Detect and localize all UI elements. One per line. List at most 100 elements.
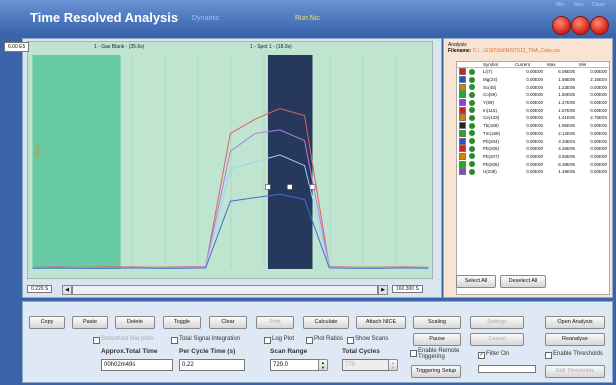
smooth-label: Smoothed line plots — [101, 336, 154, 342]
cell-min: 0.00E00 — [590, 130, 607, 136]
visible-toggle-icon[interactable] — [469, 107, 475, 114]
y-max-label: 6.00 E5 — [4, 42, 30, 52]
visible-toggle-icon[interactable] — [469, 114, 475, 121]
visible-toggle-icon[interactable] — [469, 84, 475, 91]
select-all-button[interactable]: Select All — [456, 275, 496, 288]
copy-button[interactable]: Copy — [29, 316, 65, 329]
cell-max: 1.41E06 — [558, 115, 575, 121]
table-row[interactable]: In(115) 0.00E00 1.67E06 0.00E00 — [457, 106, 609, 114]
triggering-setup-button[interactable]: Triggering Setup — [411, 365, 461, 378]
table-row[interactable]: Pb(204) 0.00E00 3.33E04 0.00E00 — [457, 137, 609, 145]
cell-symbol: Sc(45) — [483, 84, 497, 90]
segment-label-spot: 1 - Spot 1 - (18.0s) — [250, 44, 292, 50]
filter-slider[interactable] — [478, 365, 536, 373]
cell-min: 0.00E00 — [590, 161, 607, 167]
log-plot-label: Log Plot — [272, 336, 295, 342]
row-color-swatch — [459, 114, 466, 122]
visible-toggle-icon[interactable] — [469, 153, 475, 160]
approx-total-time-label: Approx.Total Time — [101, 348, 158, 355]
calculate-button[interactable]: Calculate — [303, 316, 349, 329]
cell-current: 0.00E00 — [526, 107, 544, 113]
table-row[interactable]: Mg(24) 0.00E00 1.59E06 2.16E04 — [457, 76, 609, 84]
visible-toggle-icon[interactable] — [469, 161, 475, 168]
table-row[interactable]: U(238) 0.00E00 1.49E06 0.00E00 — [457, 168, 609, 176]
edit-thresholds-button[interactable]: Edit Thresholds — [545, 365, 605, 378]
open-analysis-button[interactable]: Open Analysis — [545, 316, 605, 329]
cell-max: 3.50E05 — [558, 153, 575, 159]
visible-toggle-icon[interactable] — [469, 68, 475, 75]
enable-remote-checkbox[interactable] — [410, 350, 417, 357]
table-row[interactable]: Pb(206) 0.00E00 4.26E05 0.00E00 — [457, 145, 609, 153]
plot-ratios-checkbox[interactable] — [306, 337, 313, 344]
cell-current: 0.00E00 — [526, 115, 544, 121]
table-row[interactable]: Co(59) 0.00E00 1.60E06 0.00E00 — [457, 91, 609, 99]
col-max: Max — [545, 62, 577, 68]
minimize-button[interactable] — [552, 16, 571, 35]
pause-button[interactable]: Pause — [413, 333, 461, 346]
scroll-left-button[interactable]: ◀ — [62, 285, 72, 295]
table-row[interactable]: Tm(169) 0.00E00 2.12E06 0.00E00 — [457, 129, 609, 138]
visible-toggle-icon[interactable] — [469, 130, 475, 137]
cancel-button[interactable]: Cancel — [470, 333, 524, 346]
log-plot-checkbox[interactable] — [264, 337, 271, 344]
scaling-button[interactable]: Scaling — [413, 316, 461, 329]
reanalyse-button[interactable]: Reanalyse — [545, 333, 605, 346]
plot-ratios-label: Plot Ratios — [314, 336, 344, 342]
title-bar: Time Resolved Analysis Dynamic Run No: M… — [0, 0, 616, 35]
filter-on-checkbox[interactable]: ✓ — [478, 352, 485, 359]
cell-symbol: Mg(24) — [483, 77, 498, 83]
cell-current: 0.00E00 — [526, 100, 544, 106]
enable-thresholds-checkbox[interactable] — [545, 352, 552, 359]
table-row[interactable]: Tb(159) 0.00E00 1.96E06 0.00E00 — [457, 122, 609, 130]
visible-toggle-icon[interactable] — [469, 145, 475, 152]
show-scans-checkbox[interactable] — [347, 337, 354, 344]
paste-button[interactable]: Paste — [72, 316, 108, 329]
per-cycle-time-field[interactable]: 0.22 — [179, 359, 245, 371]
maximize-button[interactable] — [571, 16, 590, 35]
cell-current: 0.00E00 — [526, 92, 544, 98]
filename-label: Filename: — [448, 48, 472, 54]
visible-toggle-icon[interactable] — [469, 99, 475, 106]
table-row[interactable]: Ce(133) 0.00E00 1.41E06 2.76E03 — [457, 114, 609, 122]
visible-toggle-icon[interactable] — [469, 91, 475, 98]
visible-toggle-icon[interactable] — [469, 138, 475, 145]
table-row[interactable]: Pb(207) 0.00E00 3.50E05 0.00E00 — [457, 152, 609, 161]
cell-min: 0.00E00 — [590, 153, 607, 159]
cell-current: 0.00E00 — [526, 69, 544, 75]
table-row[interactable]: Sc(45) 0.00E00 1.23E06 0.00E00 — [457, 83, 609, 91]
visible-toggle-icon[interactable] — [469, 168, 475, 175]
table-row[interactable]: Y(89) 0.00E00 1.47E06 0.00E00 — [457, 99, 609, 107]
smooth-checkbox[interactable] — [93, 337, 100, 344]
run-number-label: Run No: — [295, 15, 321, 22]
total-cycles-stepper[interactable]: ▲ ▼ — [388, 359, 398, 371]
table-row[interactable]: Pb(208) 0.00E00 8.39E05 0.00E00 — [457, 160, 609, 168]
cell-min: 0.00E00 — [590, 69, 607, 75]
table-row[interactable]: Li(7) 0.00E00 6.06E05 0.00E00 — [457, 68, 609, 76]
scan-range-field[interactable]: 729.0 — [270, 359, 320, 371]
deselect-all-button[interactable]: Deselect All — [500, 275, 546, 288]
toggle-button[interactable]: Toggle — [163, 316, 201, 329]
cell-min: 2.76E03 — [590, 115, 607, 121]
print-button[interactable]: Print — [256, 316, 294, 329]
cell-max: 2.12E06 — [558, 130, 575, 136]
scan-range-stepper[interactable]: ▲ ▼ — [318, 359, 328, 371]
total-signal-checkbox[interactable] — [171, 337, 178, 344]
attach-nice-button[interactable]: Attach NICE — [356, 316, 406, 329]
delete-button[interactable]: Delete — [115, 316, 155, 329]
clear-button[interactable]: Clear — [209, 316, 247, 329]
visible-toggle-icon[interactable] — [469, 122, 475, 129]
time-scrollbar[interactable] — [72, 285, 378, 295]
cell-min: 0.00E00 — [590, 138, 607, 144]
cell-symbol: Pb(207) — [483, 153, 500, 159]
signal-chart[interactable] — [27, 41, 433, 279]
settings-button[interactable]: Settings — [470, 316, 524, 329]
col-current: Current — [513, 62, 546, 68]
visible-toggle-icon[interactable] — [469, 76, 475, 83]
close-button[interactable] — [590, 16, 609, 35]
segment-marker — [265, 184, 271, 190]
cell-max: 3.33E04 — [558, 138, 575, 144]
scroll-right-button[interactable]: ▶ — [378, 285, 388, 295]
analysis-panel: Analysis Filename: C:\...\GSD\Std\NIST61… — [443, 38, 613, 298]
cell-min: 0.00E00 — [590, 92, 607, 98]
cell-current: 0.00E00 — [526, 123, 544, 129]
